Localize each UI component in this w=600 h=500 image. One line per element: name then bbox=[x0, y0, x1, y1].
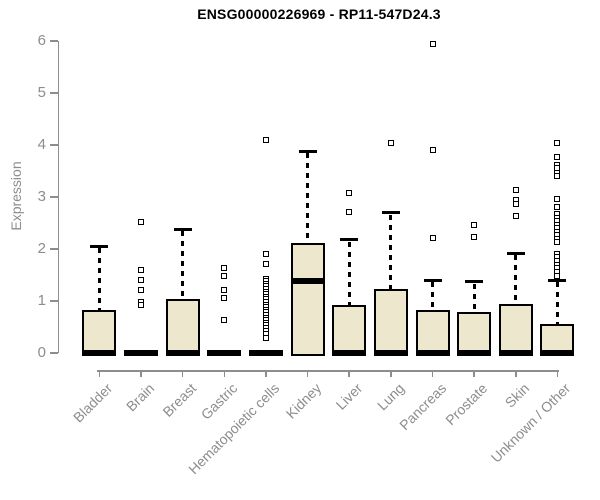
whisker-line bbox=[97, 248, 101, 311]
x-tick bbox=[348, 370, 350, 377]
outlier-point bbox=[221, 287, 228, 294]
outlier-point bbox=[346, 190, 353, 197]
whisker-line bbox=[181, 231, 185, 300]
outlier-point bbox=[554, 239, 561, 246]
outlier-point bbox=[471, 222, 478, 229]
y-tick bbox=[50, 144, 58, 146]
outlier-point bbox=[554, 203, 561, 210]
median-line bbox=[498, 350, 533, 356]
whisker-line bbox=[306, 153, 310, 243]
x-tick bbox=[515, 370, 517, 377]
y-axis-line bbox=[57, 41, 59, 353]
outlier-point bbox=[512, 186, 519, 193]
flat-box bbox=[248, 350, 283, 356]
outlier-point bbox=[262, 136, 269, 143]
x-axis-line bbox=[97, 370, 560, 372]
whisker-cap bbox=[173, 227, 192, 231]
y-tick-label: 5 bbox=[37, 84, 46, 101]
y-tick bbox=[50, 92, 58, 94]
outlier-point bbox=[221, 294, 228, 301]
whisker-cap bbox=[340, 238, 359, 242]
outlier-point bbox=[429, 40, 436, 47]
box bbox=[165, 299, 200, 356]
median-line bbox=[82, 350, 117, 356]
y-tick-label: 0 bbox=[37, 344, 46, 361]
flat-box bbox=[207, 350, 242, 356]
outlier-point bbox=[137, 286, 144, 293]
y-tick bbox=[50, 196, 58, 198]
x-tick bbox=[306, 370, 309, 377]
outlier-point bbox=[137, 277, 144, 284]
outlier-point bbox=[221, 317, 228, 324]
whisker-line bbox=[389, 214, 393, 289]
outlier-point bbox=[137, 266, 144, 273]
x-tick bbox=[98, 370, 101, 377]
outlier-point bbox=[221, 272, 228, 279]
median-line bbox=[457, 350, 492, 356]
outlier-point bbox=[554, 140, 561, 147]
whisker-cap bbox=[423, 278, 442, 282]
outlier-point bbox=[429, 234, 436, 241]
outlier-point bbox=[554, 195, 561, 202]
y-tick bbox=[50, 300, 58, 302]
median-line bbox=[290, 278, 325, 285]
whisker-cap bbox=[506, 251, 525, 255]
y-tick-label: 3 bbox=[37, 188, 46, 205]
whisker-cap bbox=[298, 149, 317, 153]
y-tick bbox=[50, 248, 58, 250]
x-tick bbox=[431, 370, 434, 377]
median-line bbox=[540, 350, 575, 356]
outlier-point bbox=[262, 260, 269, 267]
whisker-line bbox=[472, 283, 476, 312]
y-tick-label: 2 bbox=[37, 240, 46, 257]
whisker-line bbox=[347, 241, 351, 306]
chart-title: ENSG00000226969 - RP11-547D24.3 bbox=[197, 6, 441, 22]
y-tick bbox=[50, 40, 58, 42]
outlier-point bbox=[346, 208, 353, 215]
x-tick bbox=[390, 370, 392, 377]
y-tick-label: 1 bbox=[37, 292, 46, 309]
outlier-point bbox=[512, 200, 519, 207]
x-tick bbox=[181, 370, 184, 377]
whisker-cap bbox=[548, 278, 567, 282]
outlier-point bbox=[554, 153, 561, 160]
box bbox=[498, 303, 533, 356]
box bbox=[373, 288, 408, 356]
y-tick-label: 4 bbox=[37, 136, 46, 153]
outlier-point bbox=[554, 173, 561, 180]
outlier-point bbox=[137, 218, 144, 225]
box bbox=[332, 305, 367, 356]
whisker-line bbox=[431, 282, 434, 310]
whisker-cap bbox=[465, 280, 484, 284]
outlier-point bbox=[471, 234, 478, 241]
x-tick bbox=[556, 370, 559, 377]
x-tick bbox=[223, 370, 225, 377]
outlier-point bbox=[429, 147, 436, 154]
x-tick bbox=[473, 370, 475, 377]
whisker-line bbox=[514, 255, 518, 304]
median-line bbox=[373, 350, 408, 356]
flat-box bbox=[123, 350, 158, 356]
box bbox=[290, 242, 325, 356]
y-tick bbox=[50, 352, 58, 354]
median-line bbox=[415, 350, 450, 356]
median-line bbox=[165, 350, 200, 356]
outlier-point bbox=[137, 302, 144, 309]
x-tick bbox=[265, 370, 267, 377]
x-tick bbox=[140, 370, 142, 377]
whisker-line bbox=[555, 282, 559, 325]
whisker-cap bbox=[90, 244, 109, 248]
y-tick-label: 6 bbox=[37, 32, 46, 49]
outlier-point bbox=[262, 250, 269, 257]
outlier-point bbox=[512, 212, 519, 219]
outlier-point bbox=[387, 140, 394, 147]
whisker-cap bbox=[381, 211, 400, 215]
median-line bbox=[332, 350, 367, 356]
outlier-point bbox=[221, 265, 228, 272]
outlier-point bbox=[262, 335, 269, 342]
outlier-point bbox=[554, 272, 561, 279]
